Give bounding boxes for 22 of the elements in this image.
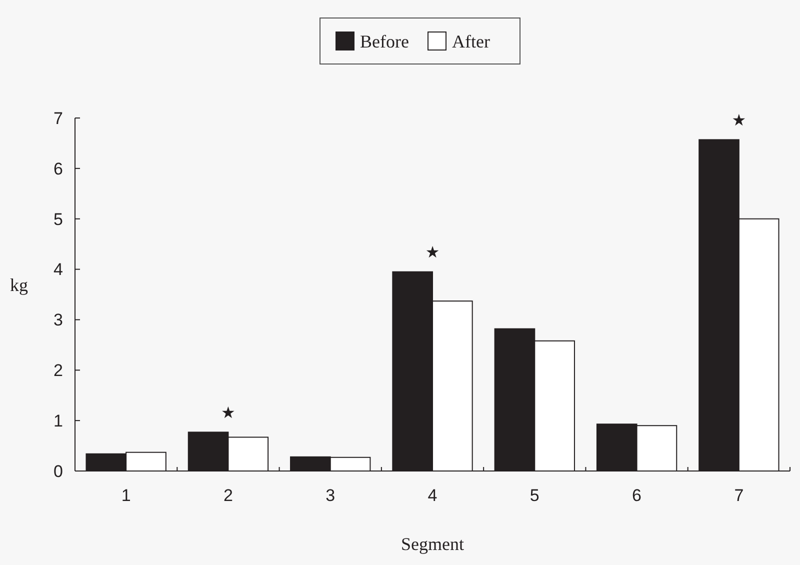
x-tick-label: 5 bbox=[530, 486, 540, 505]
y-tick-label: 1 bbox=[54, 412, 63, 431]
y-tick-label: 3 bbox=[54, 310, 63, 330]
x-tick-label: 6 bbox=[632, 486, 642, 505]
y-tick-label: 4 bbox=[54, 260, 63, 280]
y-tick-label: 5 bbox=[54, 210, 63, 229]
y-tick-label: 7 bbox=[54, 108, 63, 128]
y-tick-label: 0 bbox=[54, 462, 63, 481]
annotation: ★ bbox=[425, 244, 440, 262]
legend-label: Before bbox=[360, 31, 409, 52]
y-tick-label: 6 bbox=[54, 159, 63, 178]
legend-label: After bbox=[452, 31, 490, 52]
annotation: ★ bbox=[221, 404, 236, 422]
x-tick-label: 7 bbox=[734, 486, 744, 505]
x-tick-label: 3 bbox=[326, 486, 336, 505]
x-tick-label: 1 bbox=[121, 486, 131, 505]
x-tick-label: 2 bbox=[223, 486, 233, 505]
x-tick-label: 4 bbox=[428, 486, 438, 505]
x-axis-title: Segment bbox=[401, 534, 464, 554]
annotation: ★ bbox=[732, 112, 746, 130]
y-axis-title: kg bbox=[10, 274, 28, 295]
y-tick-label: 2 bbox=[54, 361, 63, 380]
